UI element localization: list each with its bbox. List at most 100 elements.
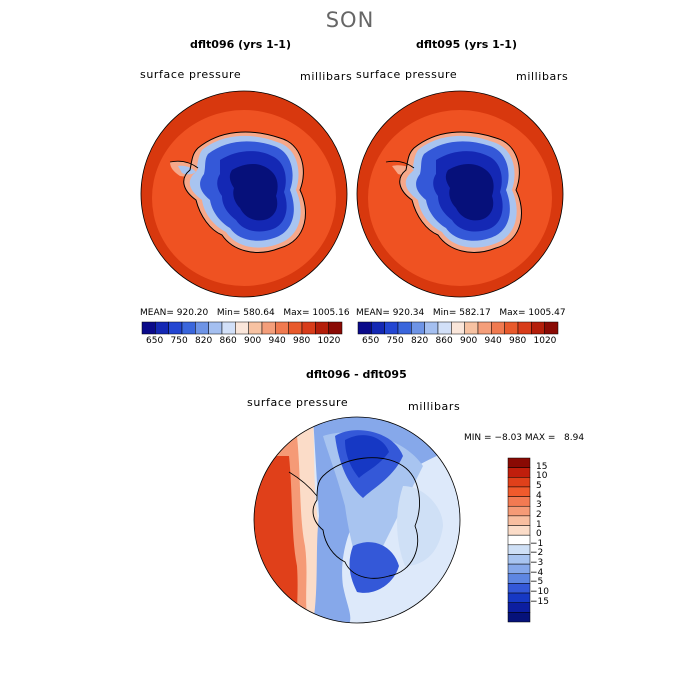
- diff-colorbar-swatch: [507, 515, 531, 526]
- diff-colorbar-tick-label: −5: [530, 577, 544, 588]
- panel2-title: dflt095 (yrs 1-1): [416, 38, 517, 51]
- diff-colorbar-swatch: [507, 477, 531, 488]
- diff-colorbar-tick-label: 1: [536, 519, 542, 530]
- panel2-units-label: millibars: [516, 70, 569, 83]
- panel2-max: 1005.47: [528, 308, 566, 318]
- panel1-colorbar-swatch: [315, 321, 329, 335]
- panel2-variable-label: surface pressure: [356, 68, 458, 81]
- panel2-max-label: Max=: [499, 308, 526, 318]
- panel2-colorbar-swatch: [357, 321, 372, 335]
- diff-colorbar-tick-label: 15: [536, 461, 548, 472]
- diff-colorbar-swatch: [507, 592, 531, 603]
- panel1-colorbar-tick-label: 820: [195, 336, 213, 346]
- diff-units-label: millibars: [408, 400, 461, 413]
- panel2-colorbar-swatch: [517, 321, 532, 335]
- panel2-colorbar-tick-label: 980: [509, 336, 527, 346]
- diff-colorbar-swatch: [507, 573, 531, 584]
- panel1-colorbar-tick-label: 980: [293, 336, 311, 346]
- diff-min-label: MIN =: [464, 433, 492, 443]
- panel2-colorbar-swatch: [477, 321, 492, 335]
- diff-colorbar-swatch: [507, 467, 531, 478]
- diff-colorbar-tick-label: 10: [536, 471, 548, 482]
- panel1-colorbar-tick-label: 650: [146, 336, 164, 346]
- panel1-colorbar-swatch: [181, 321, 196, 335]
- diff-colorbar-swatch: [507, 563, 531, 575]
- panel1-colorbar-swatch: [221, 321, 236, 335]
- panel1-map: [140, 90, 348, 298]
- diff-colorbar-swatch: [507, 583, 531, 594]
- diff-colorbar-tick-label: −10: [530, 587, 549, 598]
- panel2-colorbar-tick-label: 820: [411, 336, 429, 346]
- panel2-colorbar-swatch: [411, 321, 425, 335]
- diff-colorbar-tick-label: −15: [530, 596, 549, 607]
- panel2-colorbar: [357, 321, 559, 335]
- panel2-map: [356, 90, 564, 298]
- panel1-variable-label: surface pressure: [140, 68, 242, 81]
- diff-colorbar-swatch: [507, 612, 531, 623]
- diff-colorbar-tick-label: 3: [536, 500, 542, 511]
- panel1-max: 1005.16: [312, 308, 350, 318]
- panel2-colorbar-swatch: [384, 321, 399, 335]
- diff-colorbar-swatch: [507, 525, 531, 536]
- panel1-colorbar-swatch: [155, 321, 169, 335]
- panel1-colorbar-swatch: [248, 321, 263, 335]
- panel1-colorbar-swatch: [301, 321, 316, 335]
- panel2-colorbar-swatch: [424, 321, 439, 335]
- panel1-colorbar: [141, 321, 343, 335]
- panel2-colorbar-swatch: [544, 321, 559, 335]
- diff-max-label: MAX =: [524, 433, 556, 443]
- panel1-colorbar-tick-label: 1020: [317, 336, 341, 346]
- diff-colorbar-tick-label: −2: [530, 548, 544, 559]
- panel1-min: 580.64: [243, 308, 275, 318]
- panel2-colorbar-tick-label: 1020: [533, 336, 557, 346]
- panel1-max-label: Max=: [283, 308, 310, 318]
- panel2-min: 582.17: [459, 308, 491, 318]
- diff-colorbar-tick-label: 5: [536, 480, 542, 491]
- panel2-colorbar-tick-label: 750: [386, 336, 404, 346]
- diff-colorbar-swatch: [507, 544, 531, 555]
- diff-colorbar-swatch: [507, 505, 531, 517]
- diff-colorbar-swatch: [507, 486, 531, 497]
- panel2-colorbar-tick-label: 940: [484, 336, 502, 346]
- panel2-colorbar-swatch: [371, 321, 385, 335]
- panel1-colorbar-tick-label: 750: [170, 336, 188, 346]
- panel1-colorbar-swatch: [275, 321, 289, 335]
- diff-colorbar-tick-label: −1: [530, 538, 544, 549]
- panel2-colorbar-swatch: [531, 321, 545, 335]
- diff-colorbar: [507, 457, 531, 623]
- diff-colorbar-tick-label: 4: [536, 490, 542, 501]
- diff-colorbar-swatch: [507, 457, 531, 468]
- panel1-colorbar-tick-label: 900: [244, 336, 262, 346]
- diff-colorbar-tick-label: −3: [530, 558, 544, 569]
- diff-colorbar-swatch: [507, 496, 531, 507]
- panel1-colorbar-swatch: [328, 321, 343, 335]
- diff-max: 8.94: [564, 433, 585, 443]
- diff-min-max: MIN = −8.03 MAX = 8.94: [464, 433, 584, 443]
- panel2-colorbar-tick-label: 860: [435, 336, 453, 346]
- panel1-colorbar-tick-label: 860: [219, 336, 237, 346]
- diff-colorbar-swatch: [507, 602, 531, 613]
- diff-map: [253, 416, 461, 624]
- panel1-units-label: millibars: [300, 70, 353, 83]
- panel1-colorbar-swatch: [208, 321, 223, 335]
- diff-colorbar-tick-label: 2: [536, 509, 542, 520]
- panel1-colorbar-swatch: [235, 321, 249, 335]
- diff-colorbar-swatch: [507, 554, 531, 565]
- diff-colorbar-tick-label: 0: [536, 529, 542, 540]
- panel1-colorbar-swatch: [141, 321, 156, 335]
- panel1-mean-label: MEAN=: [140, 308, 174, 318]
- diff-title: dflt096 - dflt095: [306, 368, 407, 381]
- panel1-colorbar-swatch: [288, 321, 303, 335]
- diff-variable-label: surface pressure: [247, 396, 349, 409]
- panel2-colorbar-tick-label: 900: [460, 336, 478, 346]
- panel1-colorbar-tick-label: 940: [268, 336, 286, 346]
- diff-colorbar-ticks: 15 10 5 4 3 2 1 0 −1 −2 −3 −4 −5 −10 −15: [530, 458, 574, 622]
- panel1-mean: 920.20: [176, 308, 209, 318]
- panel2-colorbar-swatch: [464, 321, 479, 335]
- panel2-mean: 920.34: [392, 308, 425, 318]
- panel2-colorbar-tick-label: 650: [362, 336, 380, 346]
- diff-colorbar-swatch: [507, 534, 531, 546]
- panel2-min-label: Min=: [432, 308, 457, 318]
- panel2-colorbar-swatch: [437, 321, 452, 335]
- panel1-colorbar-swatch: [195, 321, 209, 335]
